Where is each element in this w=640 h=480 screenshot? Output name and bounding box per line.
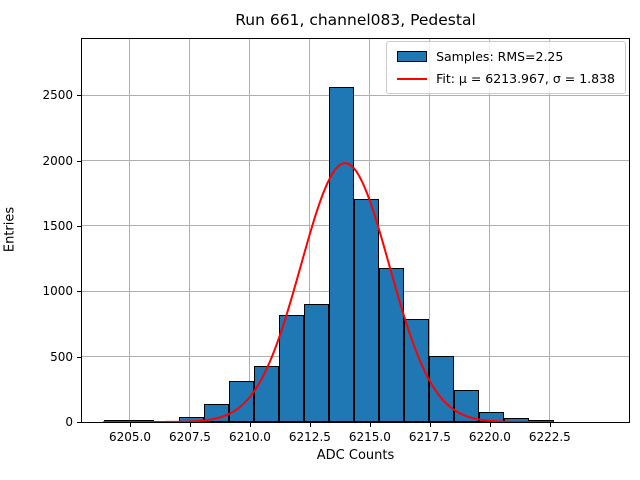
y-tick-label: 1000 xyxy=(42,284,73,299)
y-axis-label: Entries xyxy=(2,206,18,253)
histogram-bar xyxy=(379,267,404,422)
y-tick-mark xyxy=(77,291,81,293)
plot-area: Samples: RMS=2.25 Fit: μ = 6213.967, σ =… xyxy=(81,38,630,423)
samples-swatch-icon xyxy=(397,51,428,62)
histogram-bar xyxy=(428,356,455,422)
x-gridline xyxy=(489,39,491,422)
fit-line-swatch-icon xyxy=(397,77,428,80)
x-tick-label: 6220.0 xyxy=(468,430,511,444)
chart-title: Run 661, channel083, Pedestal xyxy=(235,11,476,29)
y-tick-label: 1500 xyxy=(42,218,73,233)
y-gridline xyxy=(82,160,629,162)
x-tick-mark xyxy=(309,423,311,427)
histogram-bar xyxy=(229,380,255,422)
x-gridline xyxy=(249,39,251,422)
x-tick-mark xyxy=(189,423,191,427)
x-gridline xyxy=(549,39,551,422)
y-tick-label: 2000 xyxy=(42,153,73,168)
x-tick-mark xyxy=(129,423,131,427)
legend-fit-label: Fit: μ = 6213.967, σ = 1.838 xyxy=(436,71,615,86)
plot-canvas xyxy=(82,39,629,422)
y-tick-mark xyxy=(77,225,81,227)
y-tick-label: 500 xyxy=(50,349,73,364)
gaussian-fit-curve xyxy=(103,162,554,422)
legend-item-samples: Samples: RMS=2.25 xyxy=(397,49,615,64)
x-tick-mark xyxy=(369,423,371,427)
x-tick-label: 6205.0 xyxy=(108,430,151,444)
histogram-bar xyxy=(279,314,304,422)
x-tick-mark xyxy=(549,423,551,427)
y-tick-mark xyxy=(77,356,81,358)
y-tick-label: 0 xyxy=(65,415,73,429)
y-tick-mark xyxy=(77,160,81,162)
y-tick-mark xyxy=(77,95,81,97)
x-gridline xyxy=(189,39,191,422)
legend-samples-label: Samples: RMS=2.25 xyxy=(436,49,564,64)
x-tick-label: 6212.5 xyxy=(288,430,331,444)
x-tick-label: 6207.5 xyxy=(168,430,211,444)
histogram-bar xyxy=(303,303,330,422)
x-gridline xyxy=(129,39,131,422)
x-gridline xyxy=(429,39,431,422)
x-tick-label: 6215.0 xyxy=(348,430,391,444)
legend-item-fit: Fit: μ = 6213.967, σ = 1.838 xyxy=(397,71,615,86)
x-tick-mark xyxy=(489,423,491,427)
x-tick-label: 6210.0 xyxy=(228,430,271,444)
y-tick-label: 2500 xyxy=(42,88,73,103)
y-gridline xyxy=(82,94,629,96)
x-tick-mark xyxy=(429,423,431,427)
x-tick-label: 6222.5 xyxy=(528,430,571,444)
x-axis-label: ADC Counts xyxy=(316,448,395,463)
legend: Samples: RMS=2.25 Fit: μ = 6213.967, σ =… xyxy=(386,41,626,94)
x-tick-mark xyxy=(249,423,251,427)
x-tick-label: 6217.5 xyxy=(408,430,451,444)
histogram-bar xyxy=(329,87,355,422)
histogram-bar xyxy=(354,198,380,422)
y-tick-mark xyxy=(77,422,81,423)
